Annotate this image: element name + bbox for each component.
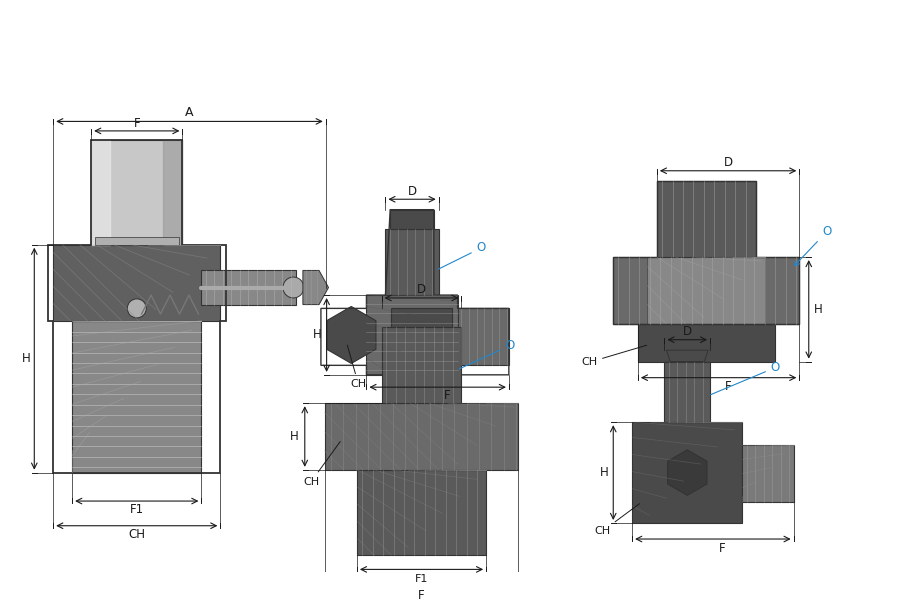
Polygon shape — [202, 271, 296, 305]
Text: O: O — [795, 226, 832, 266]
Text: F1: F1 — [415, 574, 428, 584]
Text: H: H — [290, 430, 299, 443]
Text: F: F — [719, 542, 725, 555]
Text: F: F — [418, 589, 425, 600]
Polygon shape — [632, 422, 742, 523]
Text: CH: CH — [581, 345, 646, 367]
Text: H: H — [814, 303, 823, 316]
Text: CH: CH — [594, 503, 640, 536]
Polygon shape — [668, 450, 707, 496]
Polygon shape — [664, 362, 710, 422]
Polygon shape — [95, 237, 178, 245]
Text: O: O — [438, 241, 486, 269]
Polygon shape — [327, 307, 376, 364]
Text: F: F — [444, 389, 451, 402]
Polygon shape — [303, 271, 328, 305]
Text: H: H — [599, 466, 608, 479]
Polygon shape — [742, 445, 794, 502]
Text: H: H — [22, 352, 32, 365]
Text: O: O — [711, 361, 780, 395]
Text: F: F — [133, 117, 140, 130]
Polygon shape — [382, 328, 462, 403]
Text: CH: CH — [129, 528, 145, 541]
Polygon shape — [357, 470, 486, 555]
Text: D: D — [417, 283, 426, 296]
Text: A: A — [185, 106, 193, 119]
Polygon shape — [366, 295, 457, 375]
Polygon shape — [638, 323, 775, 362]
Polygon shape — [391, 209, 434, 229]
Polygon shape — [72, 321, 202, 473]
Polygon shape — [666, 350, 708, 362]
Polygon shape — [325, 403, 518, 470]
Text: F: F — [724, 380, 732, 393]
Text: CH: CH — [347, 345, 366, 389]
Polygon shape — [647, 257, 765, 323]
Polygon shape — [392, 308, 452, 328]
Text: D: D — [724, 156, 733, 169]
Text: D: D — [683, 325, 692, 338]
Polygon shape — [91, 140, 183, 245]
Text: O: O — [459, 339, 514, 369]
Polygon shape — [385, 229, 438, 295]
Circle shape — [127, 299, 147, 318]
Polygon shape — [53, 245, 220, 321]
Text: D: D — [408, 185, 417, 198]
Text: H: H — [312, 328, 321, 341]
Polygon shape — [613, 257, 799, 323]
Polygon shape — [457, 308, 508, 365]
Circle shape — [283, 277, 304, 298]
Polygon shape — [657, 181, 756, 257]
Text: F1: F1 — [130, 503, 144, 516]
Text: CH: CH — [303, 442, 340, 487]
